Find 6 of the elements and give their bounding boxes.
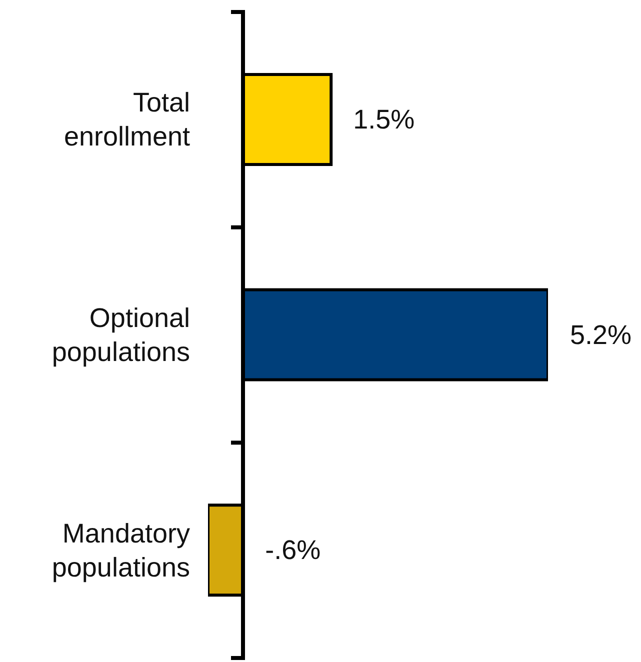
y-tick-label: Total enrollment xyxy=(64,88,190,152)
data-label: 1.5% xyxy=(353,104,415,134)
data-label: -.6% xyxy=(265,535,321,566)
y-tick-label: Mandatory populations xyxy=(52,518,190,582)
y-tick-label: Optional populations xyxy=(52,303,190,367)
data-label: 5.2% xyxy=(570,320,632,350)
